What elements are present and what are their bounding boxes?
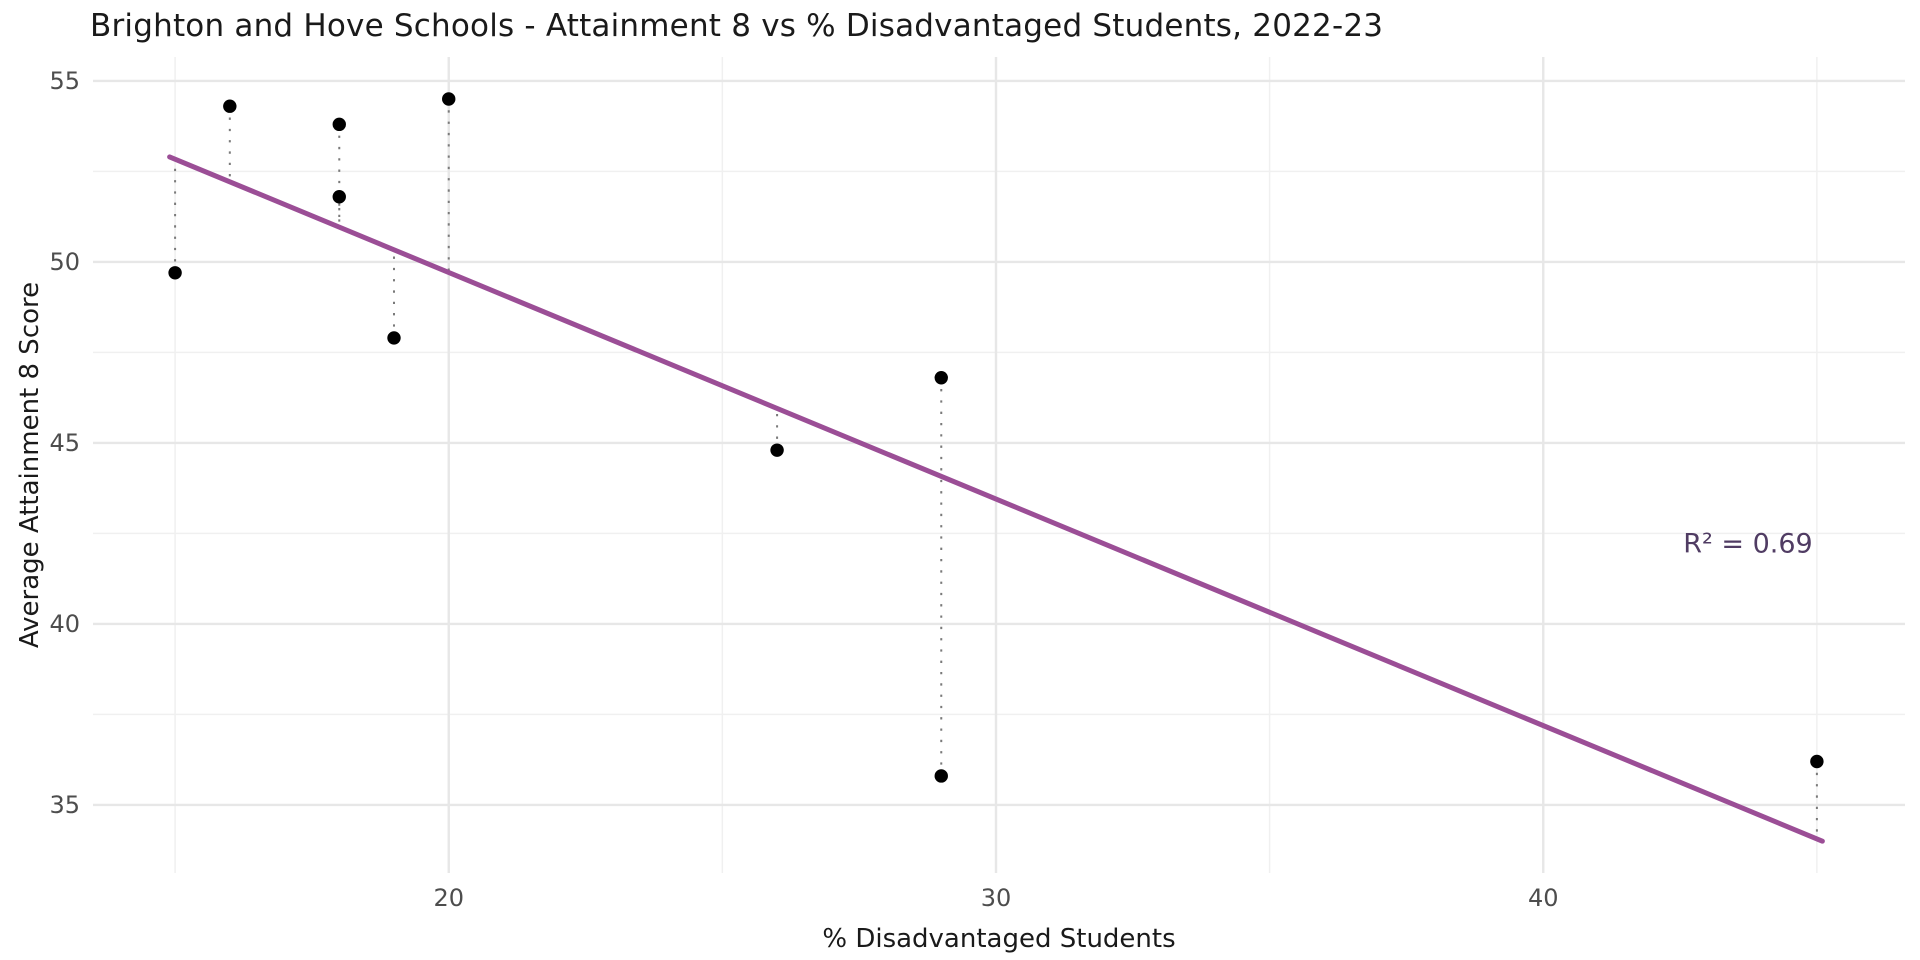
data-point <box>387 331 401 345</box>
y-tick-label: 35 <box>49 791 80 819</box>
data-point <box>934 371 948 385</box>
chart-title: Brighton and Hove Schools - Attainment 8… <box>90 8 1384 44</box>
data-point <box>934 769 948 783</box>
x-axis-title: % Disadvantaged Students <box>822 924 1176 954</box>
x-tick-label: 40 <box>1528 884 1559 912</box>
y-tick-label: 45 <box>49 429 80 457</box>
data-point <box>332 190 346 204</box>
r-squared-annotation: R² = 0.69 <box>1683 528 1813 560</box>
data-point <box>332 117 346 132</box>
data-point <box>168 266 182 280</box>
trend-line <box>167 154 1825 844</box>
x-tick-label: 20 <box>433 884 464 912</box>
y-tick-label: 50 <box>49 248 80 276</box>
y-tick-label: 55 <box>49 67 80 95</box>
y-tick-label: 40 <box>49 610 80 638</box>
data-point <box>770 443 784 457</box>
data-point <box>223 99 237 113</box>
data-point <box>442 92 456 106</box>
x-tick-label: 30 <box>981 884 1012 912</box>
y-axis-title: Average Attainment 8 Score <box>15 281 45 649</box>
data-point <box>1810 754 1824 769</box>
